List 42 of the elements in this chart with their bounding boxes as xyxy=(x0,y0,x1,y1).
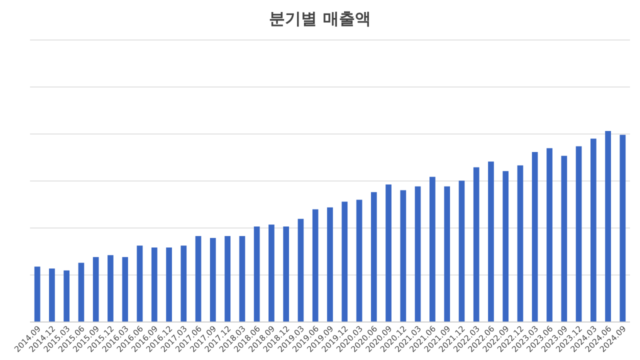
bar xyxy=(370,192,377,322)
bar xyxy=(517,165,524,322)
bar xyxy=(180,246,187,322)
bar xyxy=(356,200,362,322)
bar xyxy=(400,190,406,322)
bar xyxy=(561,156,568,322)
bar xyxy=(283,226,290,322)
bar xyxy=(386,184,392,322)
bar xyxy=(414,186,421,322)
bar xyxy=(590,138,596,322)
bar xyxy=(430,176,436,322)
bar xyxy=(64,270,70,322)
bar xyxy=(298,218,304,322)
bar xyxy=(92,257,99,322)
bar xyxy=(210,238,216,322)
bar xyxy=(458,180,465,322)
bar xyxy=(444,186,450,322)
bar xyxy=(342,202,348,322)
bar xyxy=(532,152,538,322)
bar xyxy=(502,171,509,322)
bar xyxy=(166,248,172,322)
bar xyxy=(605,131,611,322)
bar xyxy=(224,236,230,322)
bar xyxy=(239,236,246,322)
bar xyxy=(576,146,582,322)
bar xyxy=(312,209,318,322)
bar xyxy=(546,148,552,322)
bar xyxy=(327,207,333,322)
bar xyxy=(34,266,40,322)
bar xyxy=(195,236,202,322)
chart-title: 분기별 매출액 xyxy=(269,9,371,28)
bar xyxy=(78,262,84,322)
bar xyxy=(136,246,143,322)
bar xyxy=(268,224,274,322)
bar xyxy=(620,134,626,322)
bar xyxy=(108,255,114,322)
bar xyxy=(151,248,158,322)
bar xyxy=(254,226,260,322)
bar xyxy=(49,268,55,322)
bar xyxy=(122,257,128,322)
bar xyxy=(473,167,480,322)
bar xyxy=(488,162,494,322)
